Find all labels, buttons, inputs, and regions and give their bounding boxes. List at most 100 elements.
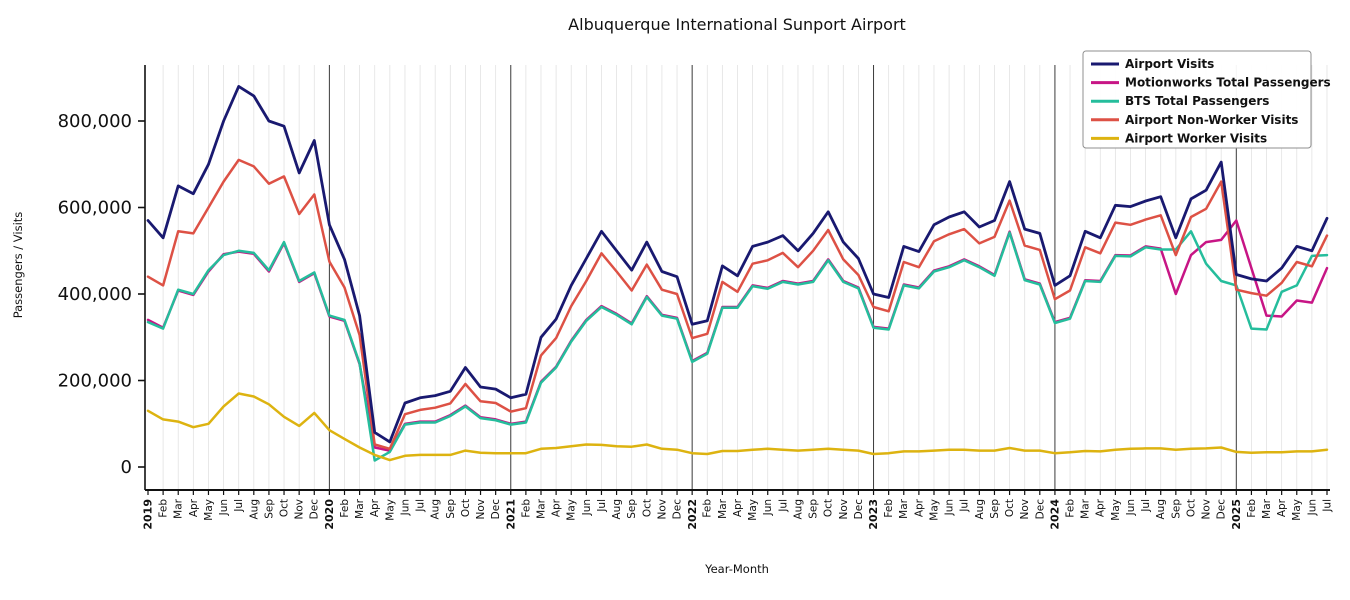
x-tick-label: Jul [233, 499, 245, 513]
x-tick-label: Dec [1216, 499, 1228, 520]
x-tick-label: Jun [944, 499, 956, 516]
x-tick-label: Aug [430, 499, 442, 520]
x-tick-label: May [203, 499, 215, 521]
x-tick-label: Sep [1170, 499, 1182, 519]
y-axis-title: Passengers / Visits [11, 212, 25, 319]
x-tick-label: Oct [1185, 499, 1197, 517]
x-tick-label: Oct [641, 499, 653, 517]
x-tick-label: Feb [883, 499, 895, 518]
x-tick-label: Apr [1095, 498, 1107, 517]
legend-label: BTS Total Passengers [1125, 94, 1269, 108]
series-lines [146, 85, 1329, 462]
x-tick-label: Jul [415, 499, 427, 513]
x-tick-label: Jun [1306, 499, 1318, 516]
y-tick-label: 0 [121, 457, 132, 478]
x-tick-label: Apr [913, 498, 925, 517]
x-tick-label: Jul [1321, 499, 1333, 513]
x-tick-label: Mar [1261, 498, 1273, 518]
x-tick-label: 2019 [142, 499, 155, 530]
x-tick-label: May [928, 499, 940, 521]
x-tick-label: Apr [551, 498, 563, 517]
y-tick-label: 400,000 [58, 284, 132, 305]
x-tick-label: Jun [1125, 499, 1137, 516]
y-tick-label: 600,000 [58, 198, 132, 219]
series-line-airport-non-worker-visits [146, 158, 1329, 451]
x-tick-label: Mar [173, 498, 185, 518]
x-tick-label: Mar [717, 498, 729, 518]
x-tick-label: Oct [460, 499, 472, 517]
x-tick-label: Feb [1065, 499, 1077, 518]
x-tick-label: Sep [263, 499, 275, 519]
x-tick-label: 2022 [686, 499, 699, 530]
x-tick-label: Feb [702, 499, 714, 518]
x-tick-label: Nov [656, 499, 668, 520]
x-tick-label: Nov [838, 499, 850, 520]
x-tick-label: Apr [732, 498, 744, 517]
x-tick-label: Jul [959, 499, 971, 513]
x-tick-label: Apr [188, 498, 200, 517]
x-tick-label: Dec [309, 499, 321, 520]
x-tick-label: Apr [1276, 498, 1288, 517]
x-tick-label: Aug [248, 499, 260, 520]
x-tick-label: Sep [989, 499, 1001, 519]
x-tick-label: Sep [445, 499, 457, 519]
x-tick-label: Feb [339, 499, 351, 518]
x-tick-label: Nov [1019, 499, 1031, 520]
x-tick-label: Aug [1155, 499, 1167, 520]
x-tick-label: Aug [611, 499, 623, 520]
legend-label: Airport Worker Visits [1125, 131, 1267, 145]
x-tick-label: Jun [218, 499, 230, 516]
legend-label: Airport Non-Worker Visits [1125, 113, 1298, 127]
x-tick-label: Oct [279, 499, 291, 517]
legend-label: Motionworks Total Passengers [1125, 76, 1331, 90]
x-tick-label: May [384, 499, 396, 521]
x-tick-label: May [566, 499, 578, 521]
x-tick-label: Sep [808, 499, 820, 519]
x-tick-label: Mar [898, 498, 910, 518]
x-tick-label: Aug [974, 499, 986, 520]
legend-box [1082, 50, 1312, 149]
legend-label: Airport Visits [1125, 57, 1214, 71]
y-tick-label: 200,000 [58, 371, 132, 392]
series-line-airport-visits [146, 85, 1329, 444]
x-tick-label: Mar [354, 498, 366, 518]
x-tick-label: Mar [1080, 498, 1092, 518]
x-tick-label: Dec [672, 499, 684, 520]
x-tick-label: 2023 [867, 499, 880, 530]
x-tick-label: 2021 [504, 499, 517, 530]
x-tick-label: 2024 [1049, 499, 1062, 530]
x-tick-label: May [747, 499, 759, 521]
x-tick-label: Nov [475, 499, 487, 520]
x-tick-label: Dec [1034, 499, 1046, 520]
x-tick-label: Apr [369, 498, 381, 517]
x-tick-label: Dec [853, 499, 865, 520]
x-tick-label: Jul [1140, 499, 1152, 513]
series-line-bts-total-passengers [146, 230, 1329, 462]
x-tick-label: May [1291, 499, 1303, 521]
legend: Airport Visits Motionworks Total Passenge… [1082, 50, 1331, 149]
x-tick-label: Aug [792, 499, 804, 520]
x-tick-label: Mar [535, 498, 547, 518]
x-tick-label: Nov [1201, 499, 1213, 520]
x-tick-label: 2020 [323, 499, 336, 530]
x-tick-label: 2025 [1230, 499, 1243, 530]
x-tick-label: Feb [520, 499, 532, 518]
y-tick-label: 800,000 [58, 111, 132, 132]
x-tick-label: Jul [596, 499, 608, 513]
x-tick-label: Feb [1246, 499, 1258, 518]
x-tick-label: Dec [490, 499, 502, 520]
x-tick-label: Jun [581, 499, 593, 516]
x-tick-label: Sep [626, 499, 638, 519]
x-tick-label: Oct [1004, 499, 1016, 517]
x-tick-label: May [1110, 499, 1122, 521]
series-line-airport-worker-visits [146, 392, 1329, 462]
x-axis-title: Year-Month [704, 562, 769, 576]
x-tick-label: Jun [399, 499, 411, 516]
x-tick-label: Nov [294, 499, 306, 520]
x-tick-label: Jun [762, 499, 774, 516]
chart-title: Albuquerque International Sunport Airpor… [568, 15, 906, 34]
x-tick-label: Feb [158, 499, 170, 518]
